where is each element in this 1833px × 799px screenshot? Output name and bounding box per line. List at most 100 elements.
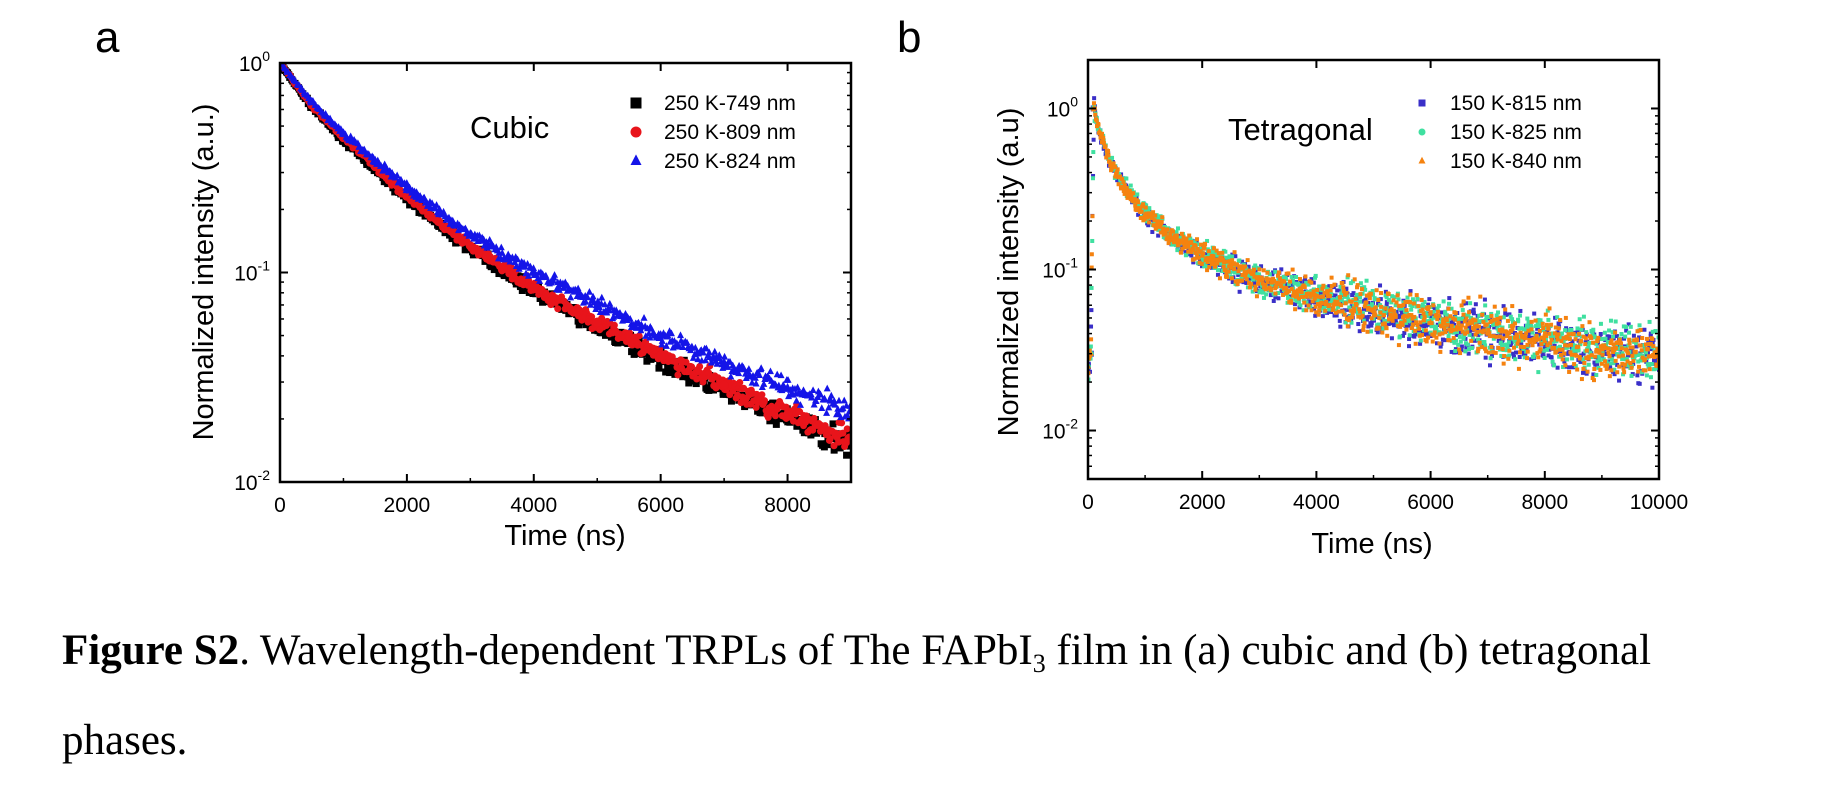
data-point xyxy=(1329,284,1334,289)
data-point xyxy=(1442,326,1447,331)
data-point xyxy=(1413,328,1418,333)
data-point xyxy=(1312,292,1317,297)
data-point xyxy=(766,367,774,375)
y-tick-label: 100 xyxy=(239,48,270,76)
data-point xyxy=(1104,155,1109,160)
data-point xyxy=(1361,306,1366,311)
y-tick-label: 10-1 xyxy=(234,258,270,286)
data-point xyxy=(1317,308,1322,313)
data-point xyxy=(1432,333,1437,338)
data-point xyxy=(1208,257,1213,262)
data-point xyxy=(1205,238,1210,243)
data-point xyxy=(727,397,735,405)
data-point xyxy=(1561,336,1566,341)
data-point xyxy=(1576,344,1581,349)
data-point xyxy=(662,368,670,376)
data-point xyxy=(1443,309,1448,314)
data-point xyxy=(1168,234,1173,239)
data-point xyxy=(1367,296,1372,301)
data-point xyxy=(1553,325,1558,330)
data-point xyxy=(1422,304,1427,309)
data-point xyxy=(1261,290,1266,295)
data-point xyxy=(1616,340,1621,345)
data-point xyxy=(1173,239,1178,244)
panel-a-ylabel: Normalized intensity (a.u.) xyxy=(188,104,220,441)
data-point xyxy=(1567,337,1572,342)
data-point xyxy=(715,351,723,359)
data-point xyxy=(1232,250,1237,255)
data-point xyxy=(1146,223,1151,228)
data-point xyxy=(1131,199,1136,204)
data-point xyxy=(1223,249,1228,254)
data-point xyxy=(760,380,768,387)
data-point xyxy=(1533,318,1538,323)
data-point xyxy=(1482,346,1487,351)
data-point xyxy=(1321,294,1326,299)
data-point xyxy=(1503,342,1508,347)
data-point xyxy=(685,379,693,387)
data-point xyxy=(1599,337,1604,342)
data-point xyxy=(1189,250,1194,255)
data-point xyxy=(1555,365,1560,370)
data-point xyxy=(1195,253,1200,258)
data-point xyxy=(1424,339,1429,344)
data-point xyxy=(1445,320,1450,325)
data-point xyxy=(1516,319,1521,324)
data-point xyxy=(1220,268,1225,273)
data-point xyxy=(835,396,843,404)
data-point xyxy=(1331,306,1336,311)
data-point xyxy=(1370,302,1375,307)
data-point xyxy=(823,384,831,392)
data-point xyxy=(1207,262,1212,267)
data-point xyxy=(1538,347,1543,352)
data-point xyxy=(1492,317,1497,322)
data-point xyxy=(1525,356,1530,361)
data-point xyxy=(764,413,772,421)
data-point xyxy=(1639,370,1644,375)
data-point xyxy=(1589,353,1594,358)
data-point xyxy=(1136,212,1141,217)
data-point xyxy=(1432,307,1437,312)
data-point xyxy=(1452,340,1457,345)
data-point xyxy=(1514,332,1519,337)
data-point xyxy=(1581,334,1586,339)
data-point xyxy=(655,364,663,372)
panel-b: b 0 2000 4000 6000 8000 10000 10-2 10-1 100 Time… xyxy=(897,13,1688,560)
data-point xyxy=(1458,327,1463,332)
data-point xyxy=(1454,332,1459,337)
data-point xyxy=(1613,330,1618,335)
data-point xyxy=(1313,304,1318,309)
data-node xyxy=(1107,160,1114,167)
data-point xyxy=(1653,328,1658,333)
data-point xyxy=(1349,320,1354,325)
data-point xyxy=(1483,343,1488,348)
data-point xyxy=(1489,311,1494,316)
data-point xyxy=(1363,297,1368,302)
data-point xyxy=(1121,188,1126,193)
data-point xyxy=(1413,341,1418,346)
data-point xyxy=(1366,301,1371,306)
data-point xyxy=(1221,264,1226,269)
data-point xyxy=(1635,373,1640,378)
data-point xyxy=(1132,194,1137,199)
data-point xyxy=(1158,224,1163,229)
data-point xyxy=(1565,328,1570,333)
data-point xyxy=(1384,326,1389,331)
data-point xyxy=(1581,314,1586,319)
data-point xyxy=(1410,297,1415,302)
data-point xyxy=(1193,243,1198,248)
data-point xyxy=(1550,359,1555,364)
data-point xyxy=(845,429,851,437)
data-point xyxy=(769,399,777,407)
data-point xyxy=(1327,303,1332,308)
data-point xyxy=(1599,361,1604,366)
data-point xyxy=(1276,273,1281,278)
data-point xyxy=(1629,373,1634,378)
data-point xyxy=(1426,335,1431,340)
data-point xyxy=(1560,357,1565,362)
data-point xyxy=(1471,311,1476,316)
data-point xyxy=(1421,318,1426,323)
data-point xyxy=(1360,311,1365,316)
panel-a-data xyxy=(280,63,851,459)
data-point xyxy=(1617,378,1622,383)
